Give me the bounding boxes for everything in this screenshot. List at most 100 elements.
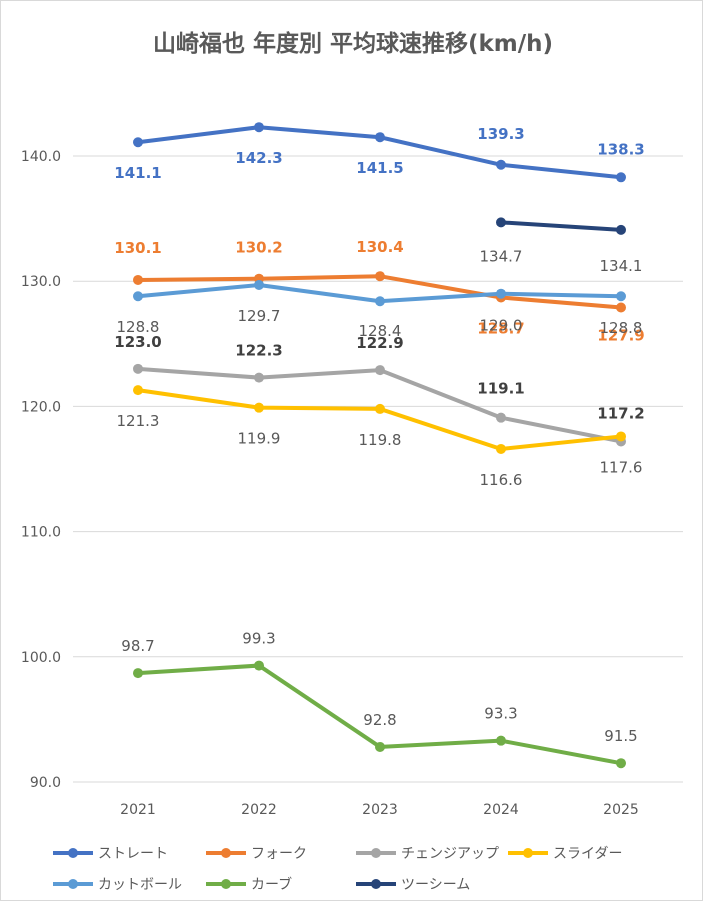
data-point [616, 758, 626, 769]
y-tick-label: 90.0 [30, 775, 61, 791]
data-label: 130.2 [235, 239, 282, 257]
x-tick-label: 2025 [603, 802, 639, 818]
legend-item: カットボール [53, 877, 182, 893]
legend-item: フォーク [206, 846, 307, 862]
data-label: 138.3 [597, 140, 644, 158]
data-point [496, 443, 506, 454]
data-point [254, 372, 264, 383]
data-label: 141.1 [114, 164, 161, 182]
data-point [616, 431, 626, 442]
data-label: 117.6 [600, 458, 643, 476]
data-point [254, 660, 264, 671]
x-tick-label: 2022 [241, 802, 277, 818]
data-label: 134.7 [480, 247, 523, 265]
series-1 [133, 271, 626, 313]
data-label: 122.3 [235, 342, 282, 360]
data-point [375, 365, 385, 376]
data-point [375, 403, 385, 414]
data-label: 129.0 [480, 317, 523, 335]
data-label: 122.9 [356, 334, 403, 352]
legend-swatch-marker [371, 879, 381, 889]
data-label: 92.8 [363, 711, 396, 729]
data-point [133, 274, 143, 285]
series-2 [133, 363, 626, 447]
data-label: 130.4 [356, 238, 403, 256]
data-point [133, 291, 143, 302]
legend-swatch-marker [68, 848, 78, 858]
series-6 [496, 217, 626, 235]
data-point [375, 271, 385, 282]
data-point [375, 741, 385, 752]
series-5 [133, 660, 626, 769]
legend-item: チェンジアップ [356, 846, 499, 862]
data-label: 99.3 [242, 630, 275, 648]
x-tick-label: 2023 [362, 802, 398, 818]
data-labels: 141.1 142.3 141.5 139.3 138.3 130.1 130.2 130.4… [114, 125, 644, 745]
legend-label: チェンジアップ [401, 846, 499, 862]
y-tick-label: 100.0 [21, 650, 61, 666]
data-label: 119.8 [359, 431, 402, 449]
data-point [254, 122, 264, 133]
x-axis-ticks: 2021 2022 2023 2024 2025 [120, 802, 639, 818]
data-point [496, 412, 506, 423]
legend-label: ストレート [98, 846, 168, 862]
data-label: 141.5 [356, 159, 403, 177]
data-point [616, 291, 626, 302]
data-point [496, 288, 506, 299]
y-tick-label: 130.0 [21, 274, 61, 290]
y-tick-label: 120.0 [21, 399, 61, 415]
series-layer [133, 122, 626, 769]
data-label: 98.7 [121, 637, 154, 655]
x-tick-label: 2021 [120, 802, 156, 818]
data-point [496, 159, 506, 170]
data-label: 130.1 [114, 239, 161, 257]
data-label: 123.0 [114, 333, 161, 351]
data-point [616, 302, 626, 313]
data-point [496, 735, 506, 746]
data-label: 93.3 [484, 705, 517, 723]
data-point [496, 217, 506, 228]
legend-label: カットボール [98, 877, 182, 893]
legend-item: カーブ [206, 876, 292, 893]
legend-label: スライダー [553, 846, 622, 862]
data-label: 129.7 [238, 307, 281, 325]
data-label: 119.9 [238, 430, 281, 448]
y-tick-label: 110.0 [21, 525, 61, 541]
legend-item: スライダー [508, 846, 622, 862]
data-point [133, 363, 143, 374]
data-point [375, 132, 385, 143]
legend-label: カーブ [251, 876, 292, 893]
legend-item: ストレート [53, 846, 168, 862]
legend-label: ツーシーム [401, 877, 470, 893]
data-point [133, 137, 143, 148]
data-point [616, 224, 626, 235]
series-line [499, 220, 623, 232]
data-label: 128.8 [117, 318, 160, 336]
data-label: 91.5 [604, 727, 637, 745]
data-point [133, 385, 143, 396]
data-point [254, 279, 264, 290]
data-label: 139.3 [477, 125, 524, 143]
data-label: 128.7 [477, 319, 524, 337]
legend-swatch-marker [221, 879, 231, 889]
legend-label: フォーク [251, 846, 307, 862]
chart-title: 山崎福也 年度別 平均球速推移(km/h) [153, 30, 553, 57]
x-tick-label: 2024 [483, 802, 519, 818]
data-point [616, 172, 626, 183]
data-point [254, 402, 264, 413]
series-0 [133, 122, 626, 183]
data-label: 116.6 [480, 471, 523, 489]
data-label: 128.4 [359, 322, 402, 340]
legend-swatch-marker [523, 848, 533, 858]
legend-item: ツーシーム [356, 877, 470, 893]
data-label: 119.1 [477, 380, 524, 398]
data-label: 142.3 [235, 149, 282, 167]
legend-swatch-marker [371, 848, 381, 858]
data-label: 121.3 [117, 412, 160, 430]
legend-swatch-marker [221, 848, 231, 858]
legend-swatch-marker [68, 879, 78, 889]
series-4 [133, 279, 626, 307]
